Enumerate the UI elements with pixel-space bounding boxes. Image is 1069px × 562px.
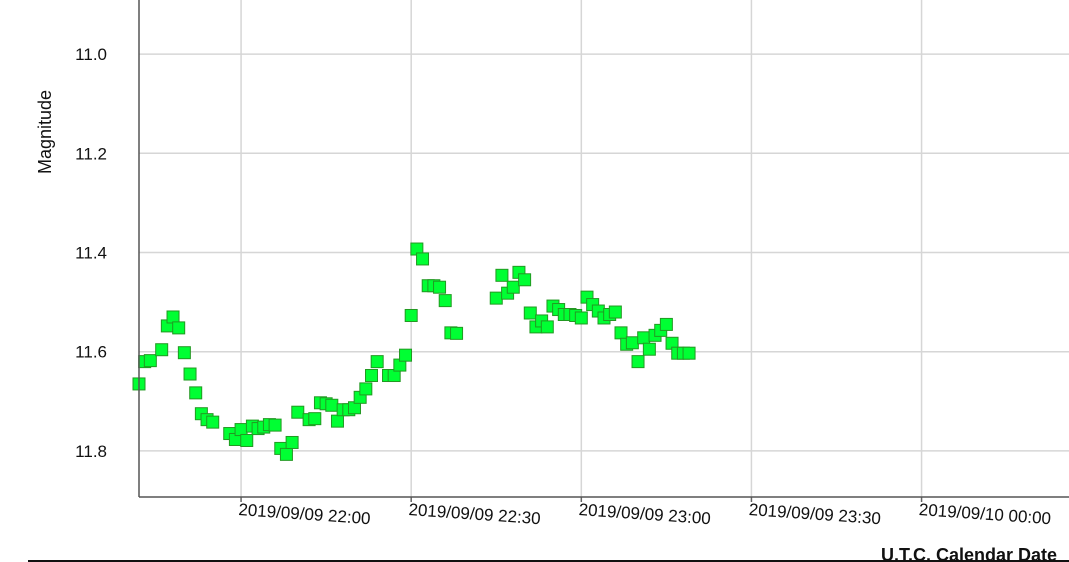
data-point — [399, 348, 413, 362]
data-point — [631, 355, 645, 369]
x-tick-label: 2019/09/10 00:00 — [918, 500, 1051, 528]
data-point — [143, 354, 157, 368]
data-point — [637, 331, 651, 345]
data-point — [359, 382, 373, 396]
data-point — [625, 336, 639, 350]
data-point — [268, 418, 282, 432]
axes — [138, 0, 1069, 498]
data-point — [177, 346, 191, 360]
data-point — [234, 423, 248, 437]
data-point — [450, 326, 464, 340]
data-point — [291, 405, 305, 419]
data-point — [506, 280, 520, 294]
data-point — [206, 415, 220, 429]
data-point — [642, 342, 656, 356]
data-point — [365, 369, 378, 383]
data-point — [682, 346, 696, 360]
data-point — [540, 320, 554, 334]
y-tick-label: 11.8 — [75, 442, 107, 461]
x-tick-label: 2019/09/09 22:00 — [238, 500, 371, 528]
data-point — [189, 386, 203, 400]
grid-lines — [139, 0, 1069, 502]
x-tick-label: 2019/09/09 23:30 — [748, 500, 881, 528]
data-point — [172, 321, 186, 335]
y-tick-label: 11.0 — [75, 45, 107, 64]
y-tick-label: 11.4 — [75, 244, 107, 263]
x-tick-label: 2019/09/09 23:00 — [578, 500, 711, 528]
data-point — [495, 268, 509, 282]
data-point — [438, 294, 452, 308]
y-tick-label: 11.6 — [75, 343, 107, 362]
data-points — [132, 242, 696, 461]
data-point — [240, 433, 254, 447]
data-point — [183, 367, 197, 381]
y-tick-labels: 11.0 11.2 11.4 11.6 11.8 — [75, 45, 107, 461]
data-point — [285, 435, 299, 449]
data-point — [489, 291, 503, 305]
data-point — [659, 317, 673, 331]
data-point — [166, 310, 180, 324]
data-point — [433, 280, 447, 294]
data-point — [155, 343, 169, 357]
data-point — [523, 306, 537, 320]
data-point — [330, 414, 344, 428]
data-point — [574, 311, 588, 325]
data-point — [608, 305, 622, 319]
data-point — [325, 398, 339, 412]
x-tick-labels: 2019/09/09 22:00 2019/09/09 22:30 2019/09/… — [238, 500, 1052, 528]
y-tick-label: 11.2 — [75, 144, 107, 163]
y-axis-title: Magnitude — [35, 90, 55, 174]
data-point — [279, 447, 293, 461]
x-axis-title: U.T.C. Calendar Date — [881, 545, 1057, 562]
x-tick-label: 2019/09/09 22:30 — [408, 500, 541, 528]
data-point — [416, 252, 430, 266]
data-point — [308, 412, 322, 426]
data-point — [518, 273, 532, 287]
data-point — [614, 326, 628, 340]
data-point — [370, 355, 384, 369]
data-point — [404, 308, 418, 322]
